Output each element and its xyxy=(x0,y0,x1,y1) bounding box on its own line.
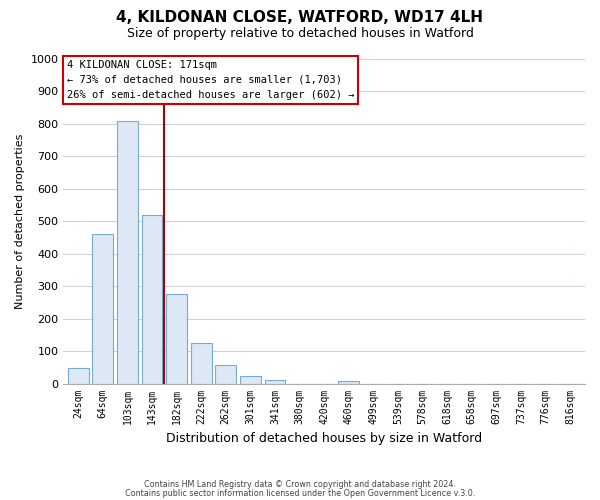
Bar xyxy=(117,120,138,384)
Text: Contains HM Land Registry data © Crown copyright and database right 2024.: Contains HM Land Registry data © Crown c… xyxy=(144,480,456,489)
Bar xyxy=(191,343,212,384)
Bar xyxy=(240,376,261,384)
Text: Size of property relative to detached houses in Watford: Size of property relative to detached ho… xyxy=(127,28,473,40)
Bar xyxy=(92,234,113,384)
Bar xyxy=(338,381,359,384)
Y-axis label: Number of detached properties: Number of detached properties xyxy=(15,134,25,309)
Bar xyxy=(166,294,187,384)
Bar xyxy=(142,215,163,384)
Text: 4 KILDONAN CLOSE: 171sqm
← 73% of detached houses are smaller (1,703)
26% of sem: 4 KILDONAN CLOSE: 171sqm ← 73% of detach… xyxy=(67,60,355,100)
X-axis label: Distribution of detached houses by size in Watford: Distribution of detached houses by size … xyxy=(166,432,482,445)
Bar xyxy=(265,380,286,384)
Text: 4, KILDONAN CLOSE, WATFORD, WD17 4LH: 4, KILDONAN CLOSE, WATFORD, WD17 4LH xyxy=(116,10,484,25)
Bar xyxy=(68,368,89,384)
Bar xyxy=(215,365,236,384)
Text: Contains public sector information licensed under the Open Government Licence v.: Contains public sector information licen… xyxy=(125,488,475,498)
